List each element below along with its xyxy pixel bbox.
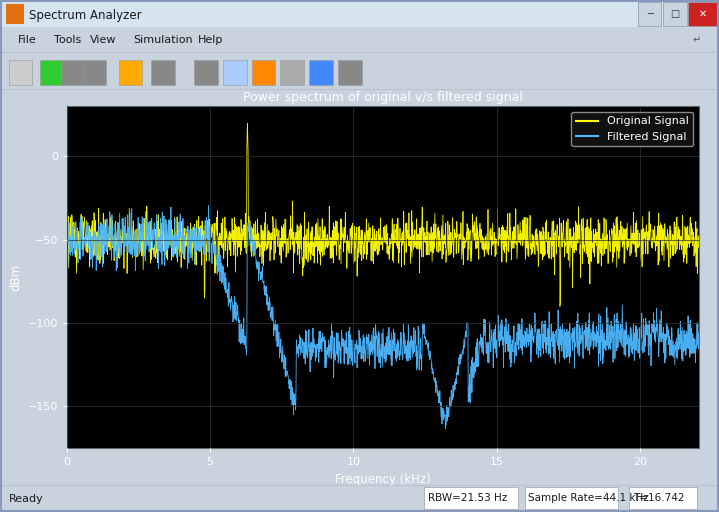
Text: ─: ─: [646, 9, 653, 19]
Legend: Original Signal, Filtered Signal: Original Signal, Filtered Signal: [572, 112, 693, 146]
Text: Spectrum Analyzer: Spectrum Analyzer: [29, 9, 142, 22]
FancyBboxPatch shape: [338, 60, 362, 86]
FancyBboxPatch shape: [40, 60, 63, 86]
Text: Simulation: Simulation: [133, 35, 193, 46]
Text: Tools: Tools: [54, 35, 81, 46]
Text: □: □: [670, 9, 679, 19]
X-axis label: Frequency (kHz): Frequency (kHz): [335, 473, 431, 485]
Text: Sample Rate=44.1 kHz: Sample Rate=44.1 kHz: [528, 494, 649, 503]
Bar: [6, 4, 24, 24]
Text: T=16.742: T=16.742: [633, 494, 684, 503]
FancyBboxPatch shape: [525, 486, 618, 509]
FancyBboxPatch shape: [252, 60, 275, 86]
Text: RBW=21.53 Hz: RBW=21.53 Hz: [428, 494, 507, 503]
FancyBboxPatch shape: [424, 486, 518, 509]
FancyBboxPatch shape: [663, 2, 687, 26]
Text: File: File: [18, 35, 37, 46]
FancyBboxPatch shape: [83, 60, 106, 86]
FancyBboxPatch shape: [280, 60, 304, 86]
FancyBboxPatch shape: [638, 2, 661, 26]
Text: ↵: ↵: [693, 35, 701, 46]
Text: Help: Help: [198, 35, 223, 46]
FancyBboxPatch shape: [309, 60, 333, 86]
Title: Power spectrum of original v/s filtered signal: Power spectrum of original v/s filtered …: [243, 91, 523, 104]
Text: View: View: [90, 35, 116, 46]
Text: ✕: ✕: [699, 9, 707, 19]
Y-axis label: dBm: dBm: [9, 264, 22, 291]
FancyBboxPatch shape: [151, 60, 175, 86]
FancyBboxPatch shape: [9, 60, 32, 86]
FancyBboxPatch shape: [119, 60, 142, 86]
FancyBboxPatch shape: [61, 60, 85, 86]
FancyBboxPatch shape: [688, 2, 718, 26]
FancyBboxPatch shape: [223, 60, 247, 86]
Text: Ready: Ready: [9, 494, 43, 504]
FancyBboxPatch shape: [194, 60, 218, 86]
FancyBboxPatch shape: [629, 486, 697, 509]
